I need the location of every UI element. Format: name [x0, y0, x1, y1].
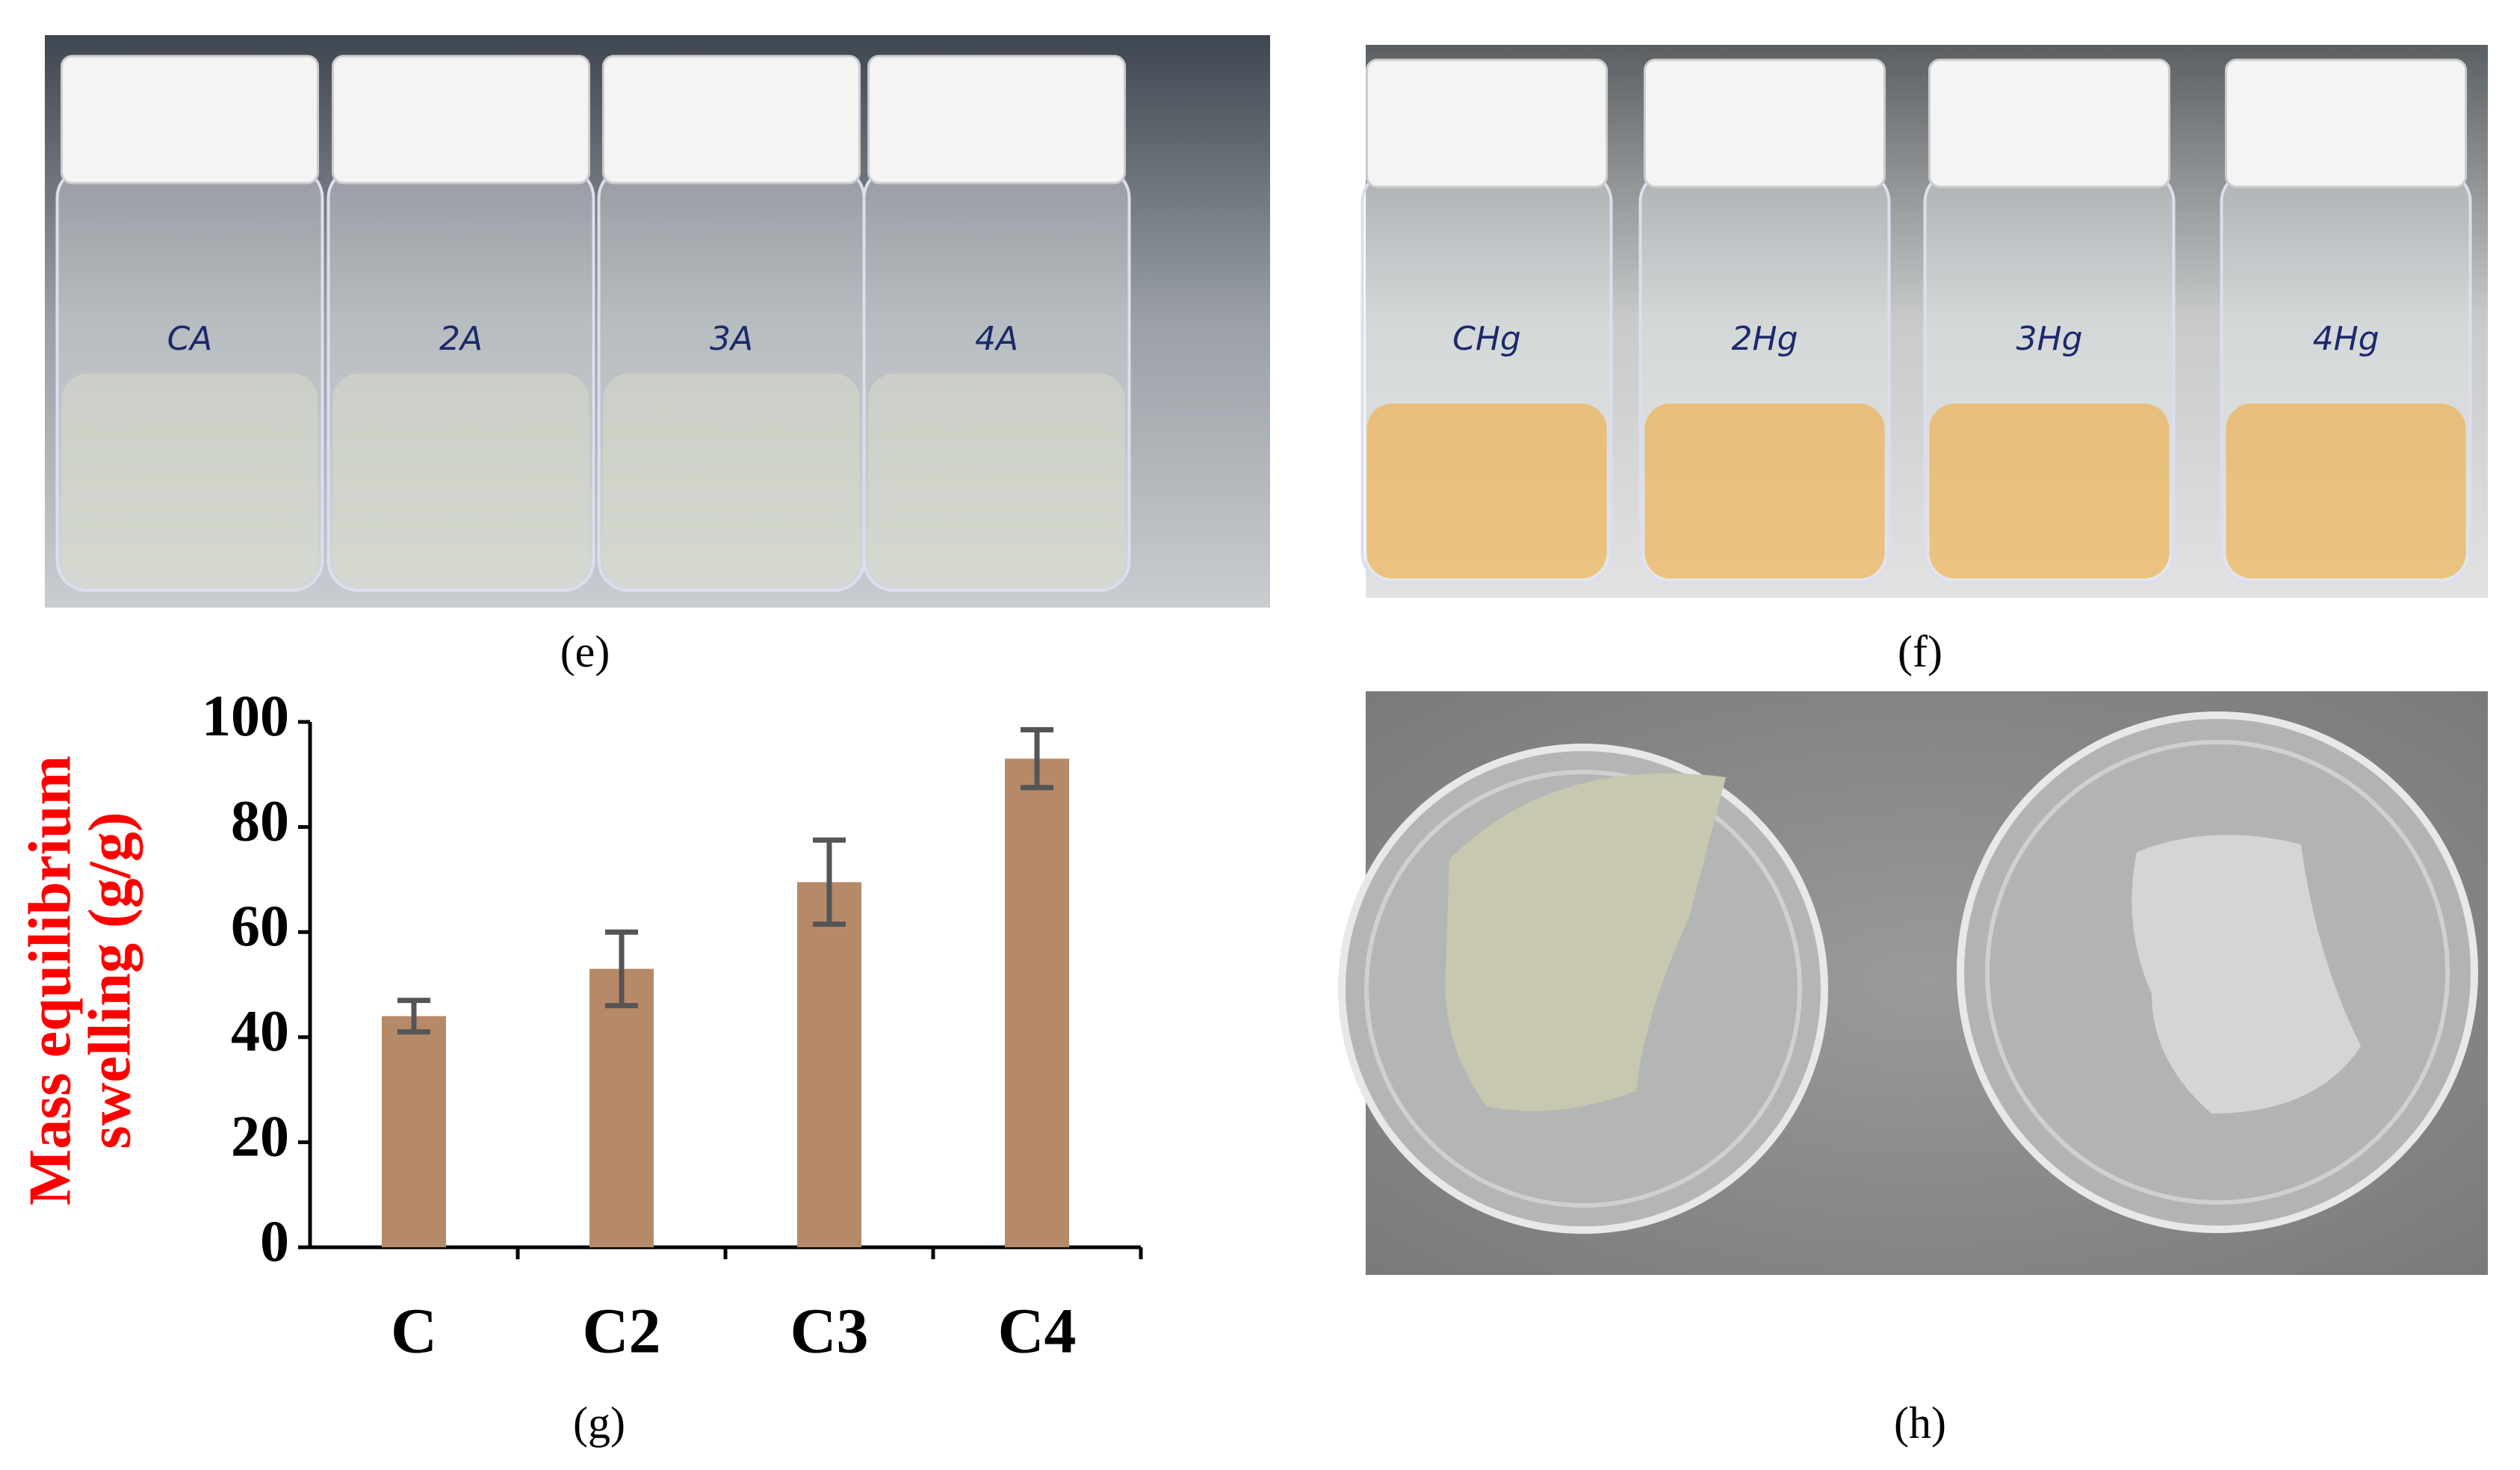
panel-label: (f): [1898, 627, 1942, 676]
vial-liquid: [1929, 404, 2170, 578]
x-tick-label: C3: [790, 1295, 868, 1367]
vial-label: CHg: [1452, 320, 1521, 358]
vial-label: 3Hg: [2016, 320, 2082, 358]
x-tick-label: C4: [997, 1295, 1076, 1367]
vial-cap: [61, 55, 319, 185]
panel-label: (h): [1894, 1398, 1946, 1448]
panel-label: (e): [560, 627, 610, 676]
petri-rim: [1985, 740, 2450, 1205]
vial-cap: [332, 55, 590, 185]
y-tick-label: 40: [231, 998, 289, 1063]
panel-label: (g): [573, 1398, 625, 1448]
vial-cap: [1366, 58, 1608, 188]
vial-liquid: [332, 374, 589, 586]
petri-rim: [1364, 770, 1802, 1208]
x-tick-label: C2: [582, 1295, 660, 1367]
hydrogel: [2132, 835, 2361, 1114]
bar: [382, 1016, 446, 1247]
y-tick-label: 60: [231, 893, 289, 958]
bar: [1005, 759, 1069, 1247]
vial-label: 2A: [439, 320, 483, 358]
y-tick-label: 0: [260, 1208, 289, 1273]
vial-liquid: [2226, 404, 2466, 578]
vial-cap: [602, 55, 861, 185]
y-axis-label: Mass equilibrium: [17, 756, 83, 1205]
vial-label: 3A: [710, 320, 753, 358]
vial-label: 4Hg: [2312, 320, 2379, 358]
vial-cap: [1644, 58, 1886, 188]
vial-liquid: [1644, 404, 1885, 578]
bar: [797, 882, 861, 1247]
vial-label: 2Hg: [1731, 320, 1798, 358]
vial-cap: [2225, 58, 2467, 188]
vial-cap: [1928, 58, 2170, 188]
vial-label: CA: [167, 320, 213, 358]
x-tick-label: C: [391, 1295, 437, 1367]
y-axis-label: swelling (g/g): [77, 812, 143, 1149]
y-tick-label: 100: [202, 683, 289, 748]
vial-liquid: [603, 374, 860, 586]
vial-liquid: [61, 374, 318, 586]
hydrogel: [1445, 773, 1726, 1111]
vial-label: 4A: [975, 320, 1018, 358]
vial-liquid: [868, 374, 1125, 586]
y-tick-label: 80: [231, 788, 289, 853]
bar: [589, 969, 654, 1247]
y-tick-label: 20: [231, 1103, 289, 1168]
vial-liquid: [1366, 404, 1607, 578]
vial-cap: [867, 55, 1126, 185]
